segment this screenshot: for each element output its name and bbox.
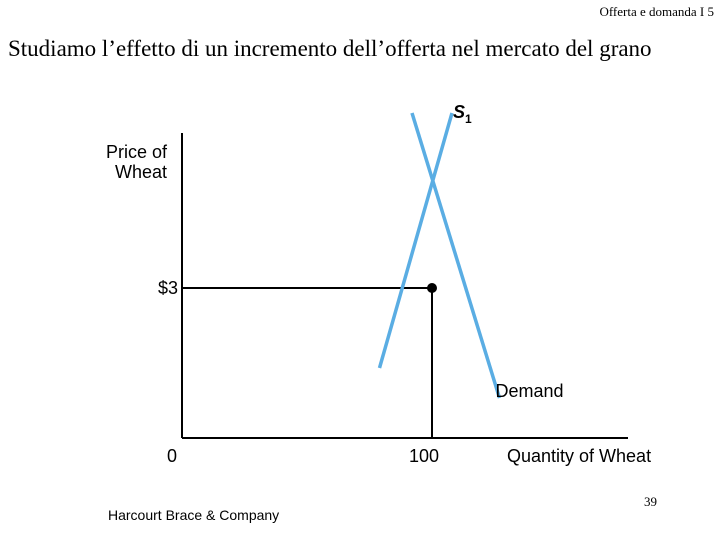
chart-axes bbox=[181, 133, 628, 439]
page-number: 39 bbox=[644, 494, 657, 509]
supply-name: S bbox=[453, 102, 465, 122]
slide-title: Studiamo l’effetto di un incremento dell… bbox=[8, 36, 652, 61]
equilibrium-point bbox=[427, 283, 437, 293]
y-axis-label-line: Price of bbox=[106, 142, 168, 162]
supply-curve bbox=[377, 112, 454, 369]
supply-curve-label: S1 bbox=[453, 102, 472, 126]
demand-curve bbox=[410, 112, 502, 399]
chart-curves bbox=[377, 112, 502, 399]
x-axis-label: Quantity of Wheat bbox=[507, 446, 651, 466]
slide-header-tag: Offerta e domanda I 5 bbox=[599, 4, 714, 19]
y-axis-label-line: Wheat bbox=[115, 162, 167, 182]
x-tick-label: 100 bbox=[409, 446, 439, 466]
origin-label: 0 bbox=[167, 446, 177, 466]
publisher-footer: Harcourt Brace & Company bbox=[108, 507, 280, 523]
equilibrium-guides bbox=[182, 287, 433, 438]
supply-subscript: 1 bbox=[465, 112, 472, 126]
y-axis-label: Price of Wheat bbox=[106, 142, 168, 182]
demand-curve-label: Demand bbox=[496, 381, 564, 401]
y-tick-label: $3 bbox=[158, 278, 178, 298]
chart-labels: Price of Wheat Quantity of Wheat 0 100 $3 S1 De… bbox=[106, 102, 651, 466]
